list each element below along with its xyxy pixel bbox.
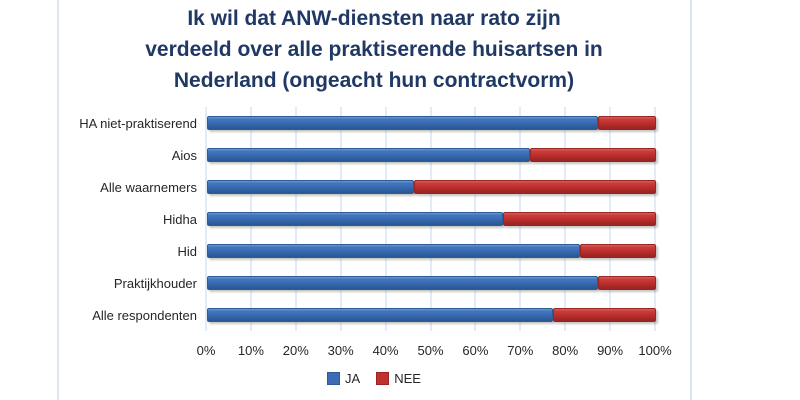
bar-row: Alle waarnemers: [0, 171, 656, 203]
stacked-bar: [207, 212, 656, 226]
x-axis-tick-label: 10%: [237, 343, 264, 358]
legend: JA NEE: [58, 371, 690, 386]
bar-segment-ja: [207, 212, 504, 226]
x-axis-tick-label: 40%: [372, 343, 399, 358]
chart-title-line-1: Ik wil dat ANW-diensten naar rato zijn: [187, 7, 561, 30]
bar-segment-nee: [413, 180, 656, 194]
stacked-bar: [207, 276, 656, 290]
bar-row: HA niet-praktiserend: [0, 107, 656, 139]
category-label: Praktijkhouder: [113, 275, 197, 291]
x-axis: 0% 10% 20% 30% 40% 50% 60% 70% 80% 90% 100%: [197, 343, 672, 359]
x-axis-tick-label: 60%: [462, 343, 489, 358]
bar-segment-ja: [207, 180, 414, 194]
legend-label: JA: [345, 371, 361, 386]
bar-segment-nee: [503, 212, 656, 226]
chart-title: Ik wil dat ANW-diensten naar rato zijn v…: [58, 3, 690, 96]
x-axis-tick-label: 30%: [327, 343, 354, 358]
legend-item: NEE: [376, 371, 421, 386]
slide-left-border: [57, 0, 59, 400]
bar-segment-nee: [597, 116, 656, 130]
bar-row: Alle respondenten: [0, 299, 656, 331]
bar-row: Aios: [0, 139, 656, 171]
bar-segment-ja: [207, 148, 531, 162]
category-label: Aios: [171, 147, 197, 163]
legend-item: JA: [327, 371, 360, 386]
chart-title-line-3: Nederland (ongeacht hun contractvorm): [173, 69, 575, 92]
category-label: Alle respondenten: [92, 307, 197, 323]
legend-label: NEE: [394, 371, 421, 386]
x-axis-tick-label: 80%: [552, 343, 579, 358]
bar-segment-nee: [597, 276, 656, 290]
legend-swatch-icon: [376, 372, 390, 385]
chart-title-line-2: verdeeld over alle praktiserende huisart…: [145, 38, 603, 61]
stacked-bar: [207, 180, 656, 194]
category-label: Hidha: [163, 211, 197, 227]
stacked-bar: [207, 116, 656, 130]
bar-segment-nee: [579, 244, 656, 258]
bar-segment-ja: [207, 244, 580, 258]
category-label: HA niet-praktiserend: [79, 115, 197, 131]
x-axis-tick-label: 100%: [638, 343, 672, 358]
bar-row: Hid: [0, 235, 656, 267]
x-axis-tick-label: 70%: [507, 343, 534, 358]
bar-segment-ja: [207, 276, 598, 290]
x-axis-tick-label: 50%: [417, 343, 444, 358]
bar-row: Hidha: [0, 203, 656, 235]
bar-segment-ja: [207, 116, 598, 130]
stacked-bar: [207, 148, 656, 162]
x-axis-tick-label: 0%: [196, 343, 216, 358]
stacked-bar: [207, 244, 656, 258]
bar-segment-ja: [207, 308, 553, 322]
x-axis-tick-label: 20%: [282, 343, 309, 358]
stacked-bar: [207, 308, 656, 322]
category-label: Alle waarnemers: [100, 179, 197, 195]
slide-right-border: [690, 0, 692, 400]
bar-row: Praktijkhouder: [0, 267, 656, 299]
legend-swatch-icon: [327, 372, 341, 385]
bar-segment-nee: [552, 308, 656, 322]
category-label: Hid: [177, 243, 197, 259]
x-axis-tick-label: 90%: [597, 343, 624, 358]
bar-segment-nee: [530, 148, 656, 162]
plot-area: HA niet-praktiserend Aios Alle waarnemers H…: [0, 107, 656, 331]
